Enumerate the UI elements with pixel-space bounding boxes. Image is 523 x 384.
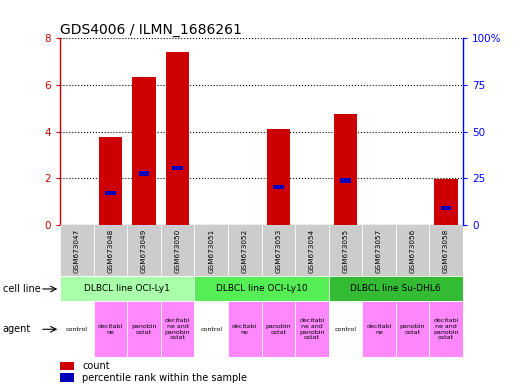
- Bar: [396, 301, 429, 357]
- Bar: [132, 77, 156, 225]
- Text: GSM673049: GSM673049: [141, 228, 147, 273]
- Bar: [328, 276, 463, 301]
- Bar: [295, 301, 328, 357]
- Bar: [195, 301, 228, 357]
- Bar: [334, 114, 357, 225]
- Bar: [60, 225, 94, 276]
- Text: decitabi
ne: decitabi ne: [366, 324, 392, 335]
- Text: DLBCL line Su-DHL6: DLBCL line Su-DHL6: [350, 285, 441, 293]
- Text: DLBCL line OCI-Ly1: DLBCL line OCI-Ly1: [84, 285, 170, 293]
- Bar: [161, 225, 195, 276]
- Text: GSM673057: GSM673057: [376, 228, 382, 273]
- Text: GSM673056: GSM673056: [410, 228, 415, 273]
- Bar: [267, 129, 290, 225]
- Bar: [362, 225, 396, 276]
- Bar: [127, 225, 161, 276]
- Bar: [441, 206, 451, 210]
- Bar: [273, 185, 283, 189]
- Bar: [172, 166, 183, 170]
- Bar: [60, 362, 74, 370]
- Text: GSM673050: GSM673050: [175, 228, 180, 273]
- Text: cell line: cell line: [3, 284, 40, 294]
- Bar: [262, 225, 295, 276]
- Bar: [94, 301, 127, 357]
- Bar: [396, 225, 429, 276]
- Bar: [228, 225, 262, 276]
- Bar: [99, 137, 122, 225]
- Bar: [340, 178, 351, 182]
- Text: percentile rank within the sample: percentile rank within the sample: [82, 372, 247, 382]
- Text: agent: agent: [3, 324, 31, 334]
- Bar: [328, 301, 362, 357]
- Text: GSM673051: GSM673051: [208, 228, 214, 273]
- Text: control: control: [66, 327, 88, 332]
- Text: panobin
ostat: panobin ostat: [266, 324, 291, 335]
- Text: DLBCL line OCI-Ly10: DLBCL line OCI-Ly10: [215, 285, 308, 293]
- Text: decitabi
ne and
panobin
ostat: decitabi ne and panobin ostat: [434, 318, 459, 341]
- Bar: [105, 191, 116, 195]
- Bar: [60, 276, 195, 301]
- Bar: [328, 225, 362, 276]
- Bar: [262, 301, 295, 357]
- Bar: [60, 301, 94, 357]
- Bar: [127, 301, 161, 357]
- Text: GDS4006 / ILMN_1686261: GDS4006 / ILMN_1686261: [60, 23, 242, 37]
- Text: GSM673055: GSM673055: [343, 228, 348, 273]
- Text: control: control: [334, 327, 356, 332]
- Bar: [295, 225, 328, 276]
- Bar: [60, 373, 74, 382]
- Text: GSM673058: GSM673058: [443, 228, 449, 273]
- Text: GSM673048: GSM673048: [108, 228, 113, 273]
- Bar: [429, 301, 463, 357]
- Bar: [362, 301, 396, 357]
- Bar: [434, 179, 458, 225]
- Bar: [195, 276, 328, 301]
- Text: GSM673054: GSM673054: [309, 228, 315, 273]
- Text: decitabi
ne and
panobin
ostat: decitabi ne and panobin ostat: [299, 318, 325, 341]
- Text: control: control: [200, 327, 222, 332]
- Bar: [94, 225, 127, 276]
- Bar: [429, 225, 463, 276]
- Text: GSM673053: GSM673053: [275, 228, 281, 273]
- Text: GSM673047: GSM673047: [74, 228, 80, 273]
- Text: GSM673052: GSM673052: [242, 228, 248, 273]
- Text: count: count: [82, 361, 110, 371]
- Bar: [228, 301, 262, 357]
- Bar: [161, 301, 195, 357]
- Text: decitabi
ne and
panobin
ostat: decitabi ne and panobin ostat: [165, 318, 190, 341]
- Text: panobin
ostat: panobin ostat: [131, 324, 157, 335]
- Bar: [195, 225, 228, 276]
- Bar: [166, 52, 189, 225]
- Text: decitabi
ne: decitabi ne: [232, 324, 257, 335]
- Text: decitabi
ne: decitabi ne: [98, 324, 123, 335]
- Bar: [139, 171, 150, 175]
- Text: panobin
ostat: panobin ostat: [400, 324, 425, 335]
